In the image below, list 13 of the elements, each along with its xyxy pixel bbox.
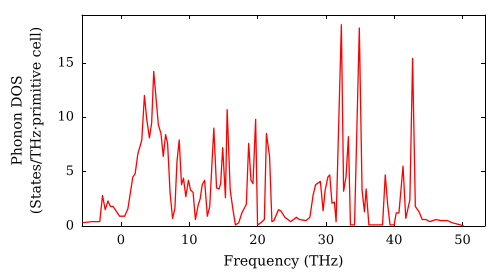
x-tick-label: 10 — [180, 233, 198, 248]
x-tick-label: 50 — [454, 233, 471, 248]
x-tick-label: 40 — [386, 233, 402, 248]
y-tick-label: 0 — [66, 218, 74, 234]
x-tick-label: 0 — [116, 233, 126, 248]
x-tick-label: 30 — [318, 233, 334, 248]
x-tick-label: 20 — [249, 233, 266, 248]
y-tick-label: 10 — [57, 110, 74, 125]
y-axis-title: Phonon DOS (States/THz·primitive cell) — [10, 26, 44, 214]
y-tick-label: 15 — [57, 55, 74, 70]
x-axis-title: Frequency (THz) — [223, 254, 344, 270]
y-tick-label: 5 — [66, 164, 74, 180]
line-series — [82, 24, 464, 227]
